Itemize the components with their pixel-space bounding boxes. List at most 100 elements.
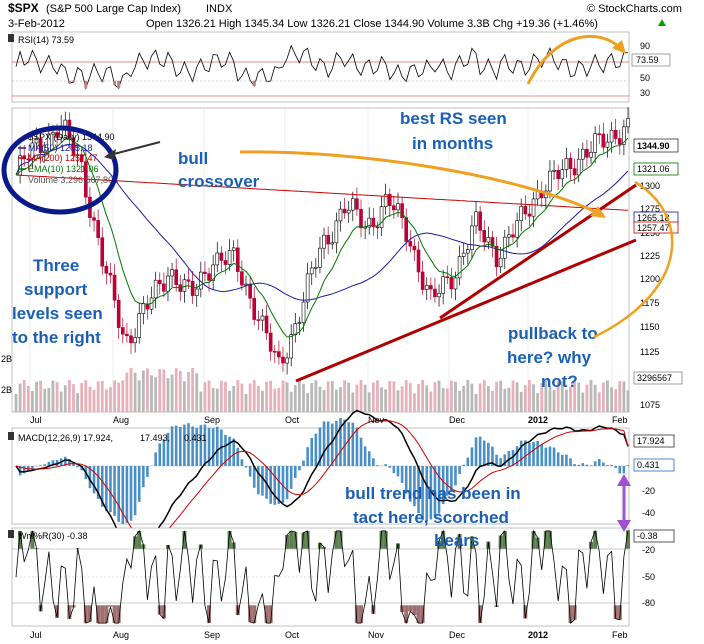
wmr-label: Wm%R(30) -0.38 — [18, 531, 88, 541]
macd-hist-bar — [413, 466, 416, 507]
volume-bar — [388, 381, 392, 412]
macd-tick: -20 — [642, 486, 655, 496]
candle-body — [174, 269, 178, 286]
candle-body — [231, 247, 236, 251]
volume-bar — [511, 380, 515, 412]
macd-hist-bar — [454, 466, 457, 486]
macd-hist-bar — [487, 442, 490, 466]
volume-bar — [306, 393, 310, 412]
candle-body — [92, 217, 96, 221]
volume-bar — [371, 382, 375, 412]
macd-hist-bar — [392, 466, 396, 474]
macd-hist-bar — [622, 466, 626, 474]
macd-hist-bar — [51, 460, 55, 466]
volume-bar — [376, 380, 379, 412]
candle-body — [568, 157, 573, 169]
macd-hist-bar — [450, 466, 453, 492]
macd-hist-bar — [72, 464, 75, 466]
legend-ma50: MA(50) 1265.18 — [28, 143, 93, 153]
candle-body — [318, 247, 322, 268]
volume-bar — [495, 381, 498, 412]
macd-hist-bar — [232, 438, 235, 466]
candle-body — [100, 237, 105, 267]
macd-hist-bar — [478, 436, 482, 466]
macd-hist-bar — [178, 427, 182, 466]
candle-body — [482, 230, 487, 243]
volume-bar — [499, 380, 503, 412]
candle-body — [104, 265, 109, 274]
macd-hist-bar — [285, 466, 289, 500]
macd-hist-bar — [109, 466, 112, 513]
volume-bar — [240, 383, 244, 412]
candle-body — [420, 271, 425, 290]
candle-body — [314, 266, 318, 269]
x-label: Oct — [285, 630, 300, 640]
volume-bar — [601, 382, 605, 412]
macd-hist-bar — [306, 447, 309, 466]
volume-bar — [458, 391, 461, 412]
volume-bar — [396, 390, 400, 412]
volume-bar — [540, 382, 544, 412]
candle-body — [96, 220, 100, 238]
macd-hist-bar — [146, 466, 149, 477]
price-tick: 1275 — [640, 204, 660, 214]
volume-bar — [31, 390, 34, 412]
macd-hist-bar — [400, 466, 404, 483]
candle-body — [223, 260, 228, 265]
macd-hist-bar — [195, 427, 199, 466]
x-axis-labels-price: Jul Aug Sep Oct Nov Dec 2012 Feb — [30, 415, 628, 425]
candle-body — [252, 297, 257, 320]
macd-hist-bar — [569, 458, 572, 466]
candle-body — [240, 271, 244, 286]
candle-body — [63, 119, 68, 127]
macd-hist-bar — [273, 466, 277, 505]
macd-hist-bar — [162, 439, 166, 466]
volume-bar — [26, 385, 30, 412]
macd-hist-bar — [158, 443, 162, 466]
candle-body — [297, 322, 302, 324]
macd-hist-bar — [445, 466, 449, 496]
candle-body — [605, 141, 610, 148]
ema-tag: 1321.06 — [637, 164, 670, 174]
volume-bar — [215, 388, 219, 412]
candle-body — [375, 226, 380, 229]
x-label: Jul — [30, 415, 42, 425]
wmr-tick: -20 — [642, 545, 655, 555]
volume-bar — [293, 385, 297, 412]
candle-body — [498, 257, 503, 268]
volume-bar — [141, 370, 145, 412]
candle-body — [47, 133, 51, 152]
macd-label: MACD(12,26,9) 17.924, — [18, 433, 113, 443]
macd-hist-bar — [129, 466, 133, 521]
volume-bar — [606, 380, 609, 412]
volume-bar — [104, 389, 108, 412]
x-label: Nov — [368, 630, 385, 640]
close-tag: 1344.90 — [637, 141, 670, 151]
macd-hist-bar — [137, 466, 141, 502]
candle-body — [145, 303, 150, 310]
macd-hist-bar — [154, 452, 157, 466]
orange-rsi-arrow — [526, 34, 622, 85]
macd-hist-bar — [388, 466, 392, 468]
x-label: Aug — [113, 415, 129, 425]
chart-header: $SPX (S&P 500 Large Cap Index) INDX 3-Fe… — [8, 1, 682, 30]
note-support: support — [24, 280, 88, 299]
macd-hist-bar — [540, 444, 544, 466]
rsi-oversold-fill — [67, 80, 408, 89]
macd-signal-line — [15, 420, 629, 543]
volume-bar — [51, 380, 55, 412]
volume-bar — [113, 380, 116, 412]
macd-hist-bar — [425, 466, 429, 522]
macd-hist-bar — [289, 466, 293, 489]
candle-body — [170, 269, 174, 277]
x-label: Dec — [449, 630, 466, 640]
volume-bar — [129, 368, 133, 412]
price-value-tags: 1344.90 1321.06 1265.18 1257.47 3296567 — [633, 138, 683, 385]
volume-bar — [528, 380, 531, 412]
candle-body — [355, 198, 359, 210]
volume-bar — [265, 381, 268, 412]
candle-body — [34, 138, 39, 144]
volume-bar — [63, 385, 67, 412]
volume-bar — [585, 384, 589, 412]
volume-bar — [441, 388, 445, 412]
